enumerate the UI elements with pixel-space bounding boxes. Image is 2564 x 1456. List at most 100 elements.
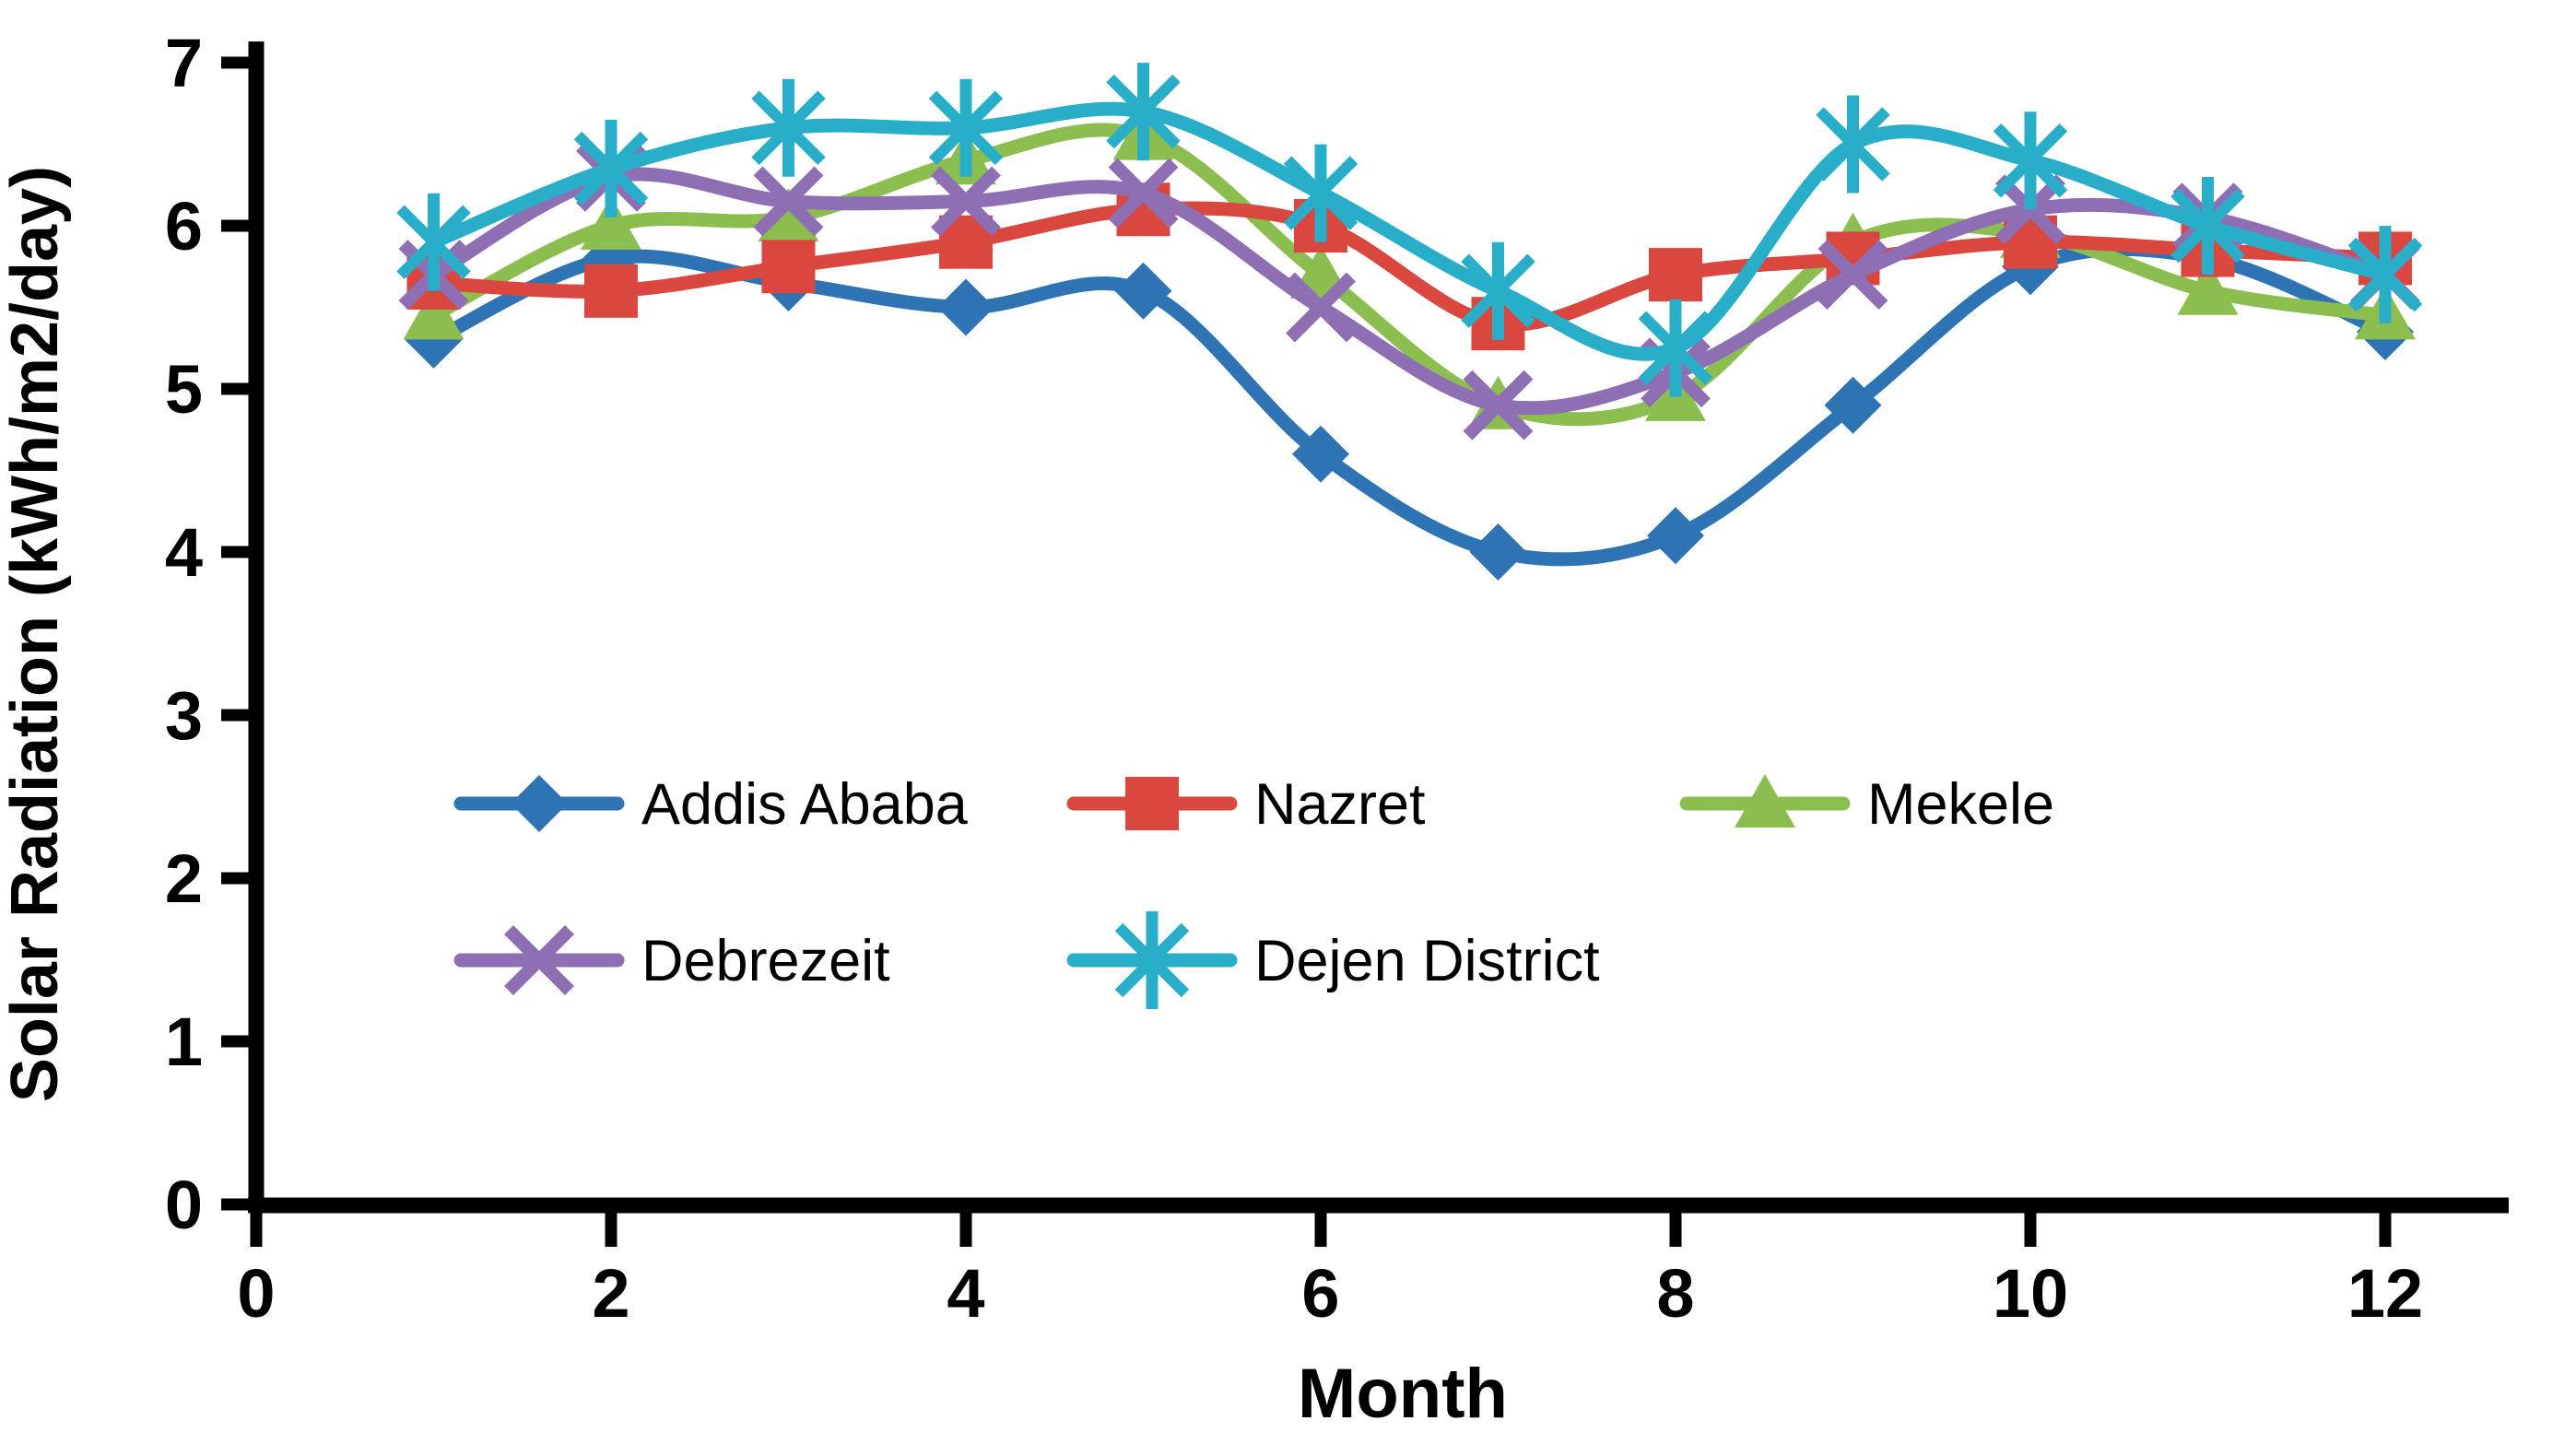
legend-label-mekele: Mekele	[1867, 772, 2054, 837]
legend-marker-debrezeit	[504, 925, 574, 995]
x-tick-label: 10	[1993, 1255, 2068, 1332]
data-point-mekele-m11	[2177, 261, 2239, 315]
data-point-addis-ababa-m6	[1292, 425, 1349, 483]
y-axis-title: Solar Radiation (kWh/m2/day)	[0, 166, 72, 1102]
diamond-marker	[1824, 376, 1882, 434]
diamond-marker	[1469, 523, 1527, 581]
data-point-debrezeit-m3	[753, 166, 824, 237]
data-point-dejen-district-m7	[1461, 241, 1535, 340]
legend-marker-dejen-district	[1114, 911, 1190, 1009]
y-tick-label: 5	[165, 351, 203, 428]
legend-item-mekele: Mekele	[1679, 772, 2054, 837]
series-line-debrezeit	[427, 167, 2393, 416]
asterisk-marker-stroke	[1461, 253, 1535, 329]
x-tick-label: 12	[2347, 1255, 2423, 1332]
chart-legend: Addis Ababa Nazret Mekele Debrezeit Dejen Di…	[453, 772, 2054, 1009]
square-marker	[761, 240, 816, 294]
x-tick-label: 0	[237, 1255, 275, 1332]
legend-item-debrezeit: Debrezeit	[453, 925, 890, 995]
y-tick-label: 0	[165, 1167, 203, 1243]
x-marker-stroke	[1817, 240, 1888, 311]
x-marker-stroke	[504, 925, 574, 995]
legend-marker-addis-ababa	[511, 775, 568, 832]
data-point-mekele-m3	[758, 188, 819, 242]
x-marker-stroke	[1108, 158, 1179, 229]
triangle-marker	[403, 286, 465, 340]
triangle-marker	[758, 188, 819, 242]
diamond-marker	[511, 775, 568, 832]
data-point-dejen-district-m3	[751, 78, 826, 177]
data-point-debrezeit-m5	[1108, 158, 1179, 229]
diamond-marker	[1292, 425, 1349, 483]
data-point-debrezeit-m4	[931, 166, 1001, 237]
data-point-nazret-m8	[1649, 248, 1702, 302]
x-tick-label: 8	[1656, 1255, 1694, 1332]
data-point-addis-ababa-m4	[937, 278, 994, 336]
data-point-dejen-district-m9	[1816, 95, 1890, 194]
data-point-nazret-m2	[584, 264, 638, 318]
asterisk-marker-stroke	[2347, 237, 2423, 312]
data-point-nazret-m3	[761, 240, 816, 294]
data-point-mekele-m1	[403, 286, 465, 340]
data-point-dejen-district-m2	[573, 120, 649, 218]
data-point-addis-ababa-m5	[1114, 262, 1172, 320]
asterisk-marker-stroke	[1283, 156, 1358, 230]
asterisk-marker-stroke	[1993, 123, 2068, 198]
data-point-dejen-district-m11	[2170, 177, 2245, 275]
data-point-addis-ababa-m9	[1824, 376, 1882, 434]
legend-item-dejen-district: Dejen District	[1066, 911, 1600, 1009]
series-lines	[396, 63, 2423, 581]
legend-marker-nazret	[1125, 777, 1179, 830]
legend-label-addis-ababa: Addis Ababa	[641, 772, 969, 837]
diamond-marker	[1114, 262, 1172, 320]
x-marker-stroke	[1995, 174, 2065, 245]
data-point-mekele-m2	[581, 196, 641, 250]
asterisk-marker-stroke	[573, 131, 649, 206]
x-tick-label: 4	[947, 1255, 984, 1332]
x-marker-stroke	[1286, 272, 1356, 343]
series-line-addis-ababa	[427, 241, 2393, 567]
legend-label-debrezeit: Debrezeit	[641, 929, 890, 993]
x-marker-stroke	[753, 166, 824, 237]
y-tick-label: 3	[165, 677, 203, 754]
data-point-dejen-district-m6	[1283, 144, 1358, 242]
y-tick-label: 1	[165, 1004, 203, 1080]
data-point-dejen-district-m8	[1638, 299, 1713, 397]
diamond-marker	[937, 278, 994, 336]
data-point-addis-ababa-m8	[1647, 507, 1704, 565]
square-marker	[1125, 777, 1179, 830]
y-tick-label: 2	[165, 840, 203, 917]
x-marker-stroke	[1463, 370, 1534, 440]
data-point-debrezeit-m6	[1286, 272, 1356, 343]
data-point-dejen-district-m12	[2347, 226, 2423, 324]
asterisk-marker-stroke	[1816, 107, 1890, 182]
legend-item-addis-ababa: Addis Ababa	[453, 772, 969, 837]
asterisk-marker-stroke	[1638, 311, 1713, 385]
x-tick-label: 2	[592, 1255, 629, 1332]
x-marker-stroke	[931, 166, 1001, 237]
data-point-debrezeit-m7	[1463, 370, 1534, 440]
y-tick-label: 7	[165, 25, 203, 101]
asterisk-marker-stroke	[1106, 74, 1181, 149]
data-point-debrezeit-m9	[1817, 240, 1888, 311]
x-tick-label: 6	[1301, 1255, 1339, 1332]
series-dejen-district	[396, 63, 2423, 397]
asterisk-marker-stroke	[928, 90, 1004, 166]
legend-label-nazret: Nazret	[1254, 772, 1426, 837]
square-marker	[1649, 248, 1702, 302]
square-marker	[584, 264, 638, 318]
triangle-marker	[1735, 774, 1795, 828]
x-axis-title: Month	[1298, 1355, 1508, 1433]
asterisk-marker-stroke	[396, 205, 471, 279]
asterisk-marker-stroke	[2170, 188, 2245, 264]
asterisk-marker-stroke	[1114, 922, 1190, 998]
data-point-dejen-district-m4	[928, 78, 1004, 177]
triangle-marker	[2177, 261, 2239, 315]
data-point-dejen-district-m10	[1993, 112, 2068, 210]
y-tick-label: 4	[165, 514, 203, 591]
legend-item-nazret: Nazret	[1066, 772, 1426, 837]
y-tick-label: 6	[165, 188, 203, 264]
data-point-dejen-district-m5	[1106, 63, 1181, 161]
